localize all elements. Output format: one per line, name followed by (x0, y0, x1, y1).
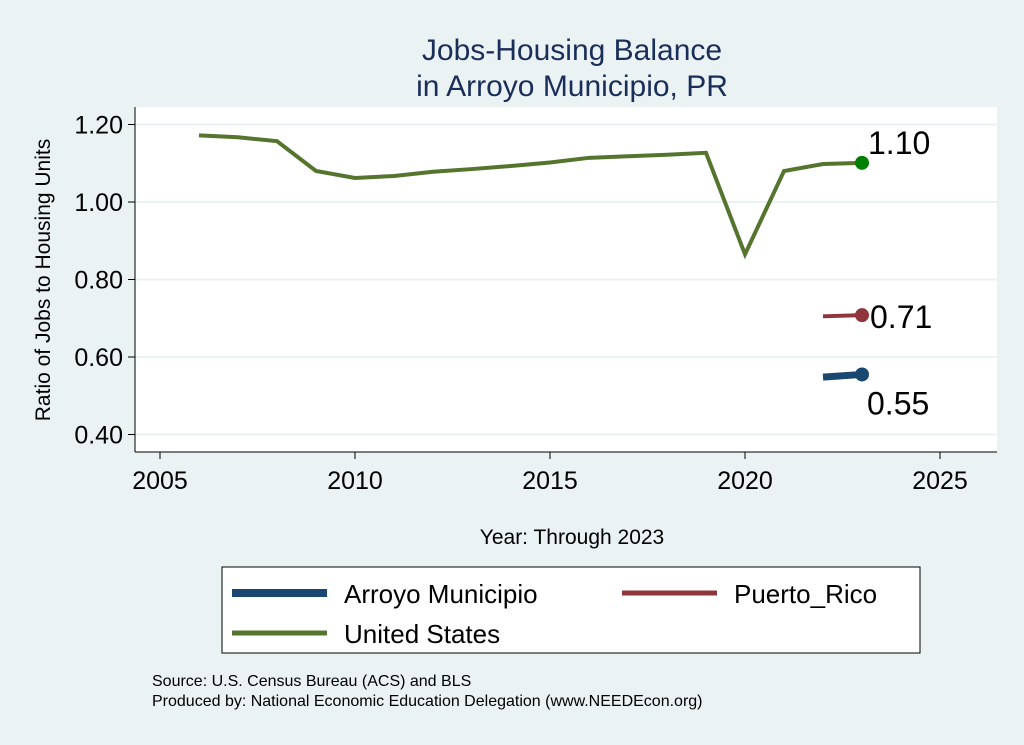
source-note: Source: U.S. Census Bureau (ACS) and BLS (152, 673, 471, 690)
end-label-arroyo-municipio: 0.55 (867, 385, 929, 421)
x-tick-label: 2010 (327, 467, 383, 495)
legend-box (221, 566, 921, 654)
produced-by-note: Produced by: National Economic Education… (152, 693, 703, 710)
x-tick-label: 2025 (912, 467, 968, 495)
y-axis-label: Ratio of Jobs to Housing Units (32, 139, 55, 421)
x-tick-label: 2005 (132, 467, 188, 495)
x-tick-label: 2020 (717, 467, 773, 495)
legend-label-arroyo-municipio: Arroyo Municipio (344, 579, 538, 609)
end-label-united-states: 1.10 (868, 125, 930, 161)
end-label-puerto-rico: 0.71 (870, 299, 932, 335)
y-tick-label: 0.80 (74, 267, 123, 295)
end-marker-united-states (855, 155, 869, 170)
y-tick-label: 0.60 (74, 344, 123, 372)
legend-label-united-states: United States (344, 619, 500, 649)
legend-label-puerto-rico: Puerto_Rico (734, 579, 877, 609)
x-axis-label: Year: Through 2023 (480, 526, 665, 549)
chart-title-line-2: in Arroyo Municipio, PR (416, 70, 728, 103)
y-tick-label: 1.20 (74, 112, 123, 140)
y-tick-label: 0.40 (74, 422, 123, 450)
chart-title-line-1: Jobs-Housing Balance (422, 34, 722, 67)
y-tick-label: 1.00 (74, 189, 123, 217)
x-tick-label: 2015 (522, 467, 578, 495)
end-marker-arroyo-municipio (855, 367, 869, 382)
series-line-united-states (198, 133, 863, 260)
end-marker-puerto-rico (855, 308, 869, 323)
